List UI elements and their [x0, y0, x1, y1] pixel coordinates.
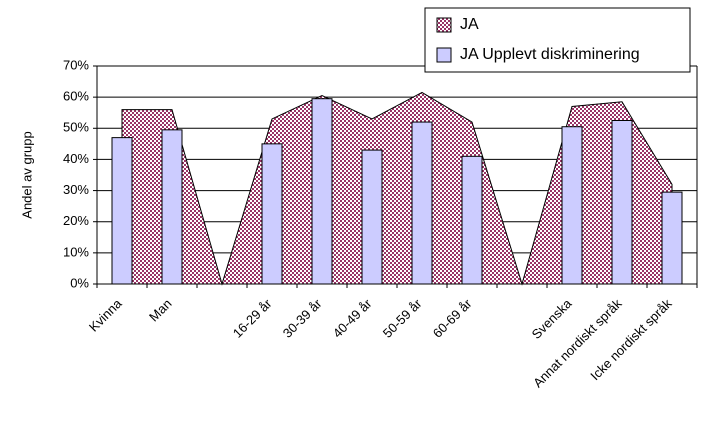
- bar: [611, 120, 633, 285]
- x-tick-label: 30-39 år: [280, 295, 325, 340]
- bar: [311, 98, 333, 285]
- area: [121, 91, 673, 286]
- bar: [561, 126, 583, 285]
- legend-box: [424, 7, 691, 73]
- x-tick-label: 50-59 år: [380, 295, 425, 340]
- x-tick-label: Annat nordiskt språk: [530, 296, 625, 391]
- legend-label: JA Upplevt diskriminering: [460, 46, 640, 63]
- x-tick-label: 40-49 år: [330, 295, 375, 340]
- bar: [461, 155, 483, 285]
- y-tick-label: 30%: [63, 182, 89, 197]
- bar: [361, 149, 383, 285]
- x-tick-label: 60-69 år: [430, 295, 475, 340]
- legend-swatch: [436, 47, 452, 63]
- bar: [411, 121, 433, 285]
- legend-label: JA: [460, 16, 479, 33]
- y-tick-label: 10%: [63, 244, 89, 259]
- x-tick-label: 16-29 år: [230, 295, 275, 340]
- y-tick-label: 60%: [63, 89, 89, 104]
- x-tick-label: Svenska: [529, 295, 575, 341]
- bar: [261, 143, 283, 285]
- y-tick-label: 70%: [63, 57, 89, 72]
- x-tick-label: Kvinna: [86, 295, 125, 334]
- bar: [111, 137, 133, 285]
- y-tick-label: 20%: [63, 213, 89, 228]
- bar: [661, 191, 683, 285]
- y-tick-label: 40%: [63, 151, 89, 166]
- y-tick-label: 50%: [63, 120, 89, 135]
- y-axis-label: Andel av grupp: [19, 131, 34, 218]
- x-tick-label: Man: [146, 296, 174, 324]
- y-tick-label: 0%: [70, 275, 89, 290]
- legend-swatch: [436, 17, 452, 33]
- bar: [161, 129, 183, 285]
